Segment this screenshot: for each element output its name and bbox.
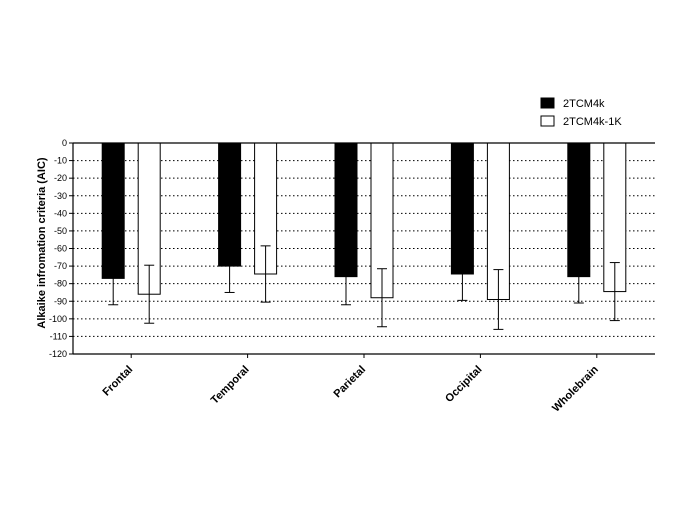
legend: 2TCM4k 2TCM4k-1K <box>540 97 622 128</box>
bar <box>334 142 358 278</box>
y-tick-label: -50 <box>54 226 67 236</box>
y-tick-label: -80 <box>54 279 67 289</box>
x-axis-labels: Frontal Temporal Parietal Occipital Wholebra… <box>100 363 601 414</box>
legend-swatch <box>540 97 555 109</box>
y-tick-label: -70 <box>54 261 67 271</box>
y-tick-label: -10 <box>54 156 67 166</box>
x-tick-label: Temporal <box>209 364 252 407</box>
y-tick-label: 0 <box>62 138 67 148</box>
x-tick-label: Frontal <box>100 364 135 399</box>
bar <box>450 142 474 275</box>
y-tick-label: -90 <box>54 296 67 306</box>
y-tick-label: -40 <box>54 208 67 218</box>
y-tick-label: -30 <box>54 191 67 201</box>
y-tick-label: -120 <box>49 349 67 359</box>
y-axis-ticks: 0 -10 -20 -30 -40 -50 -60 -70 -80 -90 -100 -110 -120 <box>49 138 73 359</box>
y-tick-label: -100 <box>49 314 67 324</box>
y-tick-label: -20 <box>54 173 67 183</box>
bar <box>567 142 591 278</box>
legend-label: 2TCM4k-1K <box>563 116 622 128</box>
y-tick-label: -60 <box>54 244 67 254</box>
x-tick-label: Occipital <box>443 364 484 405</box>
bars-group <box>101 142 627 330</box>
y-axis-title: Alkaike infromation criteria (AIC) <box>36 157 48 328</box>
legend-label: 2TCM4k <box>563 98 605 110</box>
legend-swatch <box>540 115 555 127</box>
gridlines <box>73 160 655 337</box>
x-tick-label: Parietal <box>332 364 369 401</box>
y-tick-label: -110 <box>50 331 67 341</box>
bar <box>218 142 242 267</box>
x-tick-label: Wholebrain <box>550 363 601 414</box>
bar <box>101 142 125 279</box>
